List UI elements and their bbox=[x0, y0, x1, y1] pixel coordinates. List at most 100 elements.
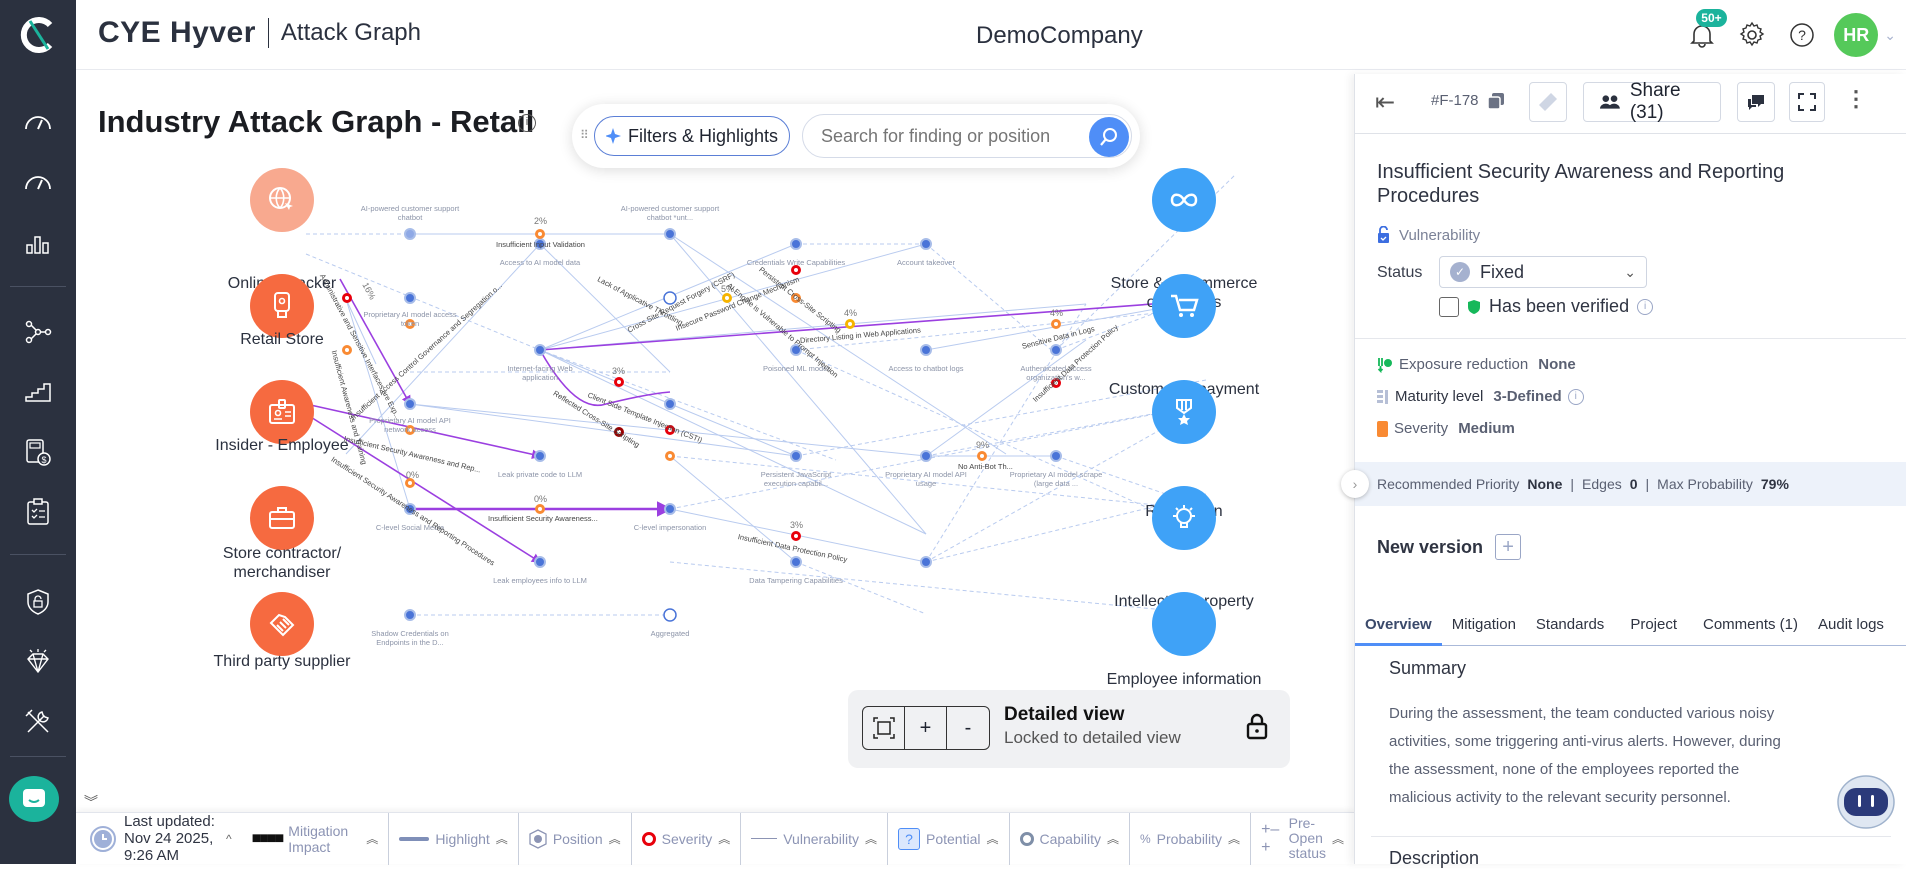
close-panel-button[interactable]: ⇤ bbox=[1375, 88, 1395, 117]
sidebar-item-cost[interactable]: $ bbox=[18, 434, 58, 470]
cye-logo[interactable] bbox=[0, 0, 76, 70]
chevron-up-icon[interactable]: ^ bbox=[226, 831, 232, 846]
user-menu-chevron-icon[interactable]: ⌄ bbox=[1884, 26, 1896, 43]
drag-handle-icon[interactable]: ⠿ bbox=[580, 128, 589, 142]
comments-button[interactable] bbox=[1737, 82, 1775, 122]
legend-probability[interactable]: % Probability ︽ bbox=[1130, 812, 1252, 865]
position-label[interactable]: Access to AI model data bbox=[499, 258, 581, 267]
lock-view-button[interactable] bbox=[1246, 712, 1268, 745]
legend-pre-open-status[interactable]: +–+ Pre-Open status ︽ bbox=[1251, 813, 1354, 865]
position-label[interactable]: Credentials Write Capabilities bbox=[746, 258, 846, 267]
settings-button[interactable] bbox=[1732, 15, 1772, 55]
position-label[interactable]: Leak private code to LLM bbox=[497, 470, 583, 479]
edge-label[interactable]: Insufficient Security Awareness... bbox=[488, 514, 598, 523]
add-version-button[interactable]: + bbox=[1495, 534, 1522, 560]
fit-to-screen-button[interactable] bbox=[863, 707, 905, 749]
filters-highlights-button[interactable]: Filters & Highlights bbox=[594, 116, 790, 156]
more-options-icon[interactable]: ⋮ bbox=[1845, 86, 1867, 111]
target-reputation[interactable] bbox=[1152, 380, 1216, 444]
sidebar-item-tools[interactable] bbox=[18, 704, 58, 740]
share-button[interactable]: Share (31) bbox=[1583, 80, 1721, 123]
position-label[interactable]: C-level impersonation bbox=[633, 523, 707, 532]
edges-label: Edges bbox=[1582, 476, 1622, 492]
source-third-party-supplier[interactable] bbox=[250, 592, 314, 656]
sidebar-item-dashboard[interactable] bbox=[18, 104, 58, 140]
legend-label: Probability bbox=[1156, 830, 1223, 847]
zoom-in-button[interactable]: + bbox=[905, 707, 947, 749]
position-label[interactable]: Internet-facing Web application bbox=[507, 364, 573, 382]
tab-audit-logs[interactable]: Audit logs bbox=[1818, 616, 1884, 633]
target-customer-payment[interactable] bbox=[1152, 274, 1216, 338]
legend-potential[interactable]: ? Potential ︽ bbox=[888, 812, 1010, 865]
info-icon[interactable]: i bbox=[1567, 388, 1584, 405]
source-store-contractor[interactable] bbox=[250, 486, 314, 550]
tab-mitigation[interactable]: Mitigation bbox=[1451, 616, 1516, 633]
sidebar-item-maturity[interactable] bbox=[18, 374, 58, 410]
sidebar-item-dashboard-2[interactable] bbox=[18, 164, 58, 200]
position-label[interactable]: Persistent JavaScript execution capabil.… bbox=[760, 470, 832, 488]
position-label[interactable]: Authenticated access organization's w... bbox=[1020, 364, 1092, 382]
target-employee-information[interactable] bbox=[1152, 592, 1216, 656]
position-label[interactable]: AI-powered customer support chatbot bbox=[360, 204, 460, 222]
position-label[interactable]: AI-powered customer support chatbot *unt… bbox=[620, 204, 720, 222]
position-label[interactable]: Aggregated bbox=[650, 629, 690, 638]
legend-capability[interactable]: Capability ︽ bbox=[1010, 812, 1130, 865]
verified-checkbox[interactable] bbox=[1439, 296, 1459, 317]
position-label[interactable]: Poisoned ML model bbox=[762, 364, 829, 373]
sidebar-item-reports[interactable] bbox=[18, 226, 58, 262]
edge-label[interactable]: No Anti-Bot Th... bbox=[958, 462, 1013, 471]
tab-overview[interactable]: Overview bbox=[1355, 604, 1442, 646]
sidebar-item-attack-graph[interactable] bbox=[18, 314, 58, 350]
sidebar-item-crown-jewels[interactable] bbox=[18, 644, 58, 680]
source-retail-store[interactable] bbox=[250, 274, 314, 338]
position-label[interactable]: Access to chatbot logs bbox=[888, 364, 964, 373]
position-label[interactable]: Shadow Credentials on Endpoints in the D… bbox=[371, 629, 449, 647]
position-label[interactable]: Proprietary AI model API usage bbox=[885, 470, 967, 488]
target-store-ecommerce[interactable] bbox=[1152, 168, 1216, 232]
chat-button[interactable] bbox=[9, 776, 59, 822]
position-label[interactable]: C-level Social Media bbox=[375, 523, 445, 532]
position-label[interactable]: Account takeover bbox=[897, 258, 955, 267]
ai-assistant-button[interactable] bbox=[1830, 774, 1896, 830]
fullscreen-button[interactable] bbox=[1789, 82, 1825, 122]
summary-title: Summary bbox=[1389, 658, 1467, 678]
legend-position[interactable]: Position ︽ bbox=[519, 812, 632, 865]
position-label[interactable]: Proprietary AI model access token bbox=[363, 310, 457, 328]
info-icon[interactable]: i bbox=[518, 114, 536, 132]
notifications-button[interactable]: 50+ bbox=[1682, 9, 1727, 55]
status-dropdown[interactable]: ✓ Fixed ⌄ bbox=[1439, 256, 1647, 288]
position-label[interactable]: Data Tampering Capabilities bbox=[749, 576, 843, 585]
copy-id-button[interactable] bbox=[1487, 92, 1505, 115]
position-label[interactable]: Proprietary AI model scrape (large data … bbox=[1009, 470, 1103, 488]
sidebar-item-tasks[interactable] bbox=[18, 494, 58, 530]
tab-standards[interactable]: Standards bbox=[1535, 616, 1605, 633]
position-label[interactable]: Proprietary AI model API network access bbox=[369, 416, 451, 434]
attack-graph-canvas[interactable]: AI-powered customer support chatbot AI-p… bbox=[76, 74, 1354, 814]
legend-severity[interactable]: Severity ︽ bbox=[632, 812, 742, 865]
source-insider-employee[interactable] bbox=[250, 380, 314, 444]
legend-mitigation-impact[interactable]: ■■■■ Mitigation Impact ︽ bbox=[242, 812, 390, 865]
source-online-attacker[interactable] bbox=[250, 168, 314, 232]
position-label[interactable]: Leak employees info to LLM bbox=[493, 576, 587, 585]
expand-panel-button[interactable]: › bbox=[1341, 470, 1369, 498]
search-input[interactable] bbox=[821, 115, 1061, 157]
help-button[interactable]: ? bbox=[1782, 15, 1822, 55]
collapse-legend-button[interactable]: ︾ bbox=[76, 790, 106, 814]
severity-label: Severity bbox=[1394, 420, 1449, 437]
edge-label[interactable]: Insufficient Input Validation bbox=[496, 240, 585, 249]
sidebar-item-security[interactable] bbox=[18, 584, 58, 620]
search-button[interactable] bbox=[1089, 117, 1129, 157]
legend-highlight[interactable]: Highlight ︽ bbox=[389, 812, 519, 865]
info-icon[interactable]: i bbox=[1637, 298, 1654, 315]
max-probability-label: Max Probability bbox=[1657, 476, 1753, 492]
legend-bar: Last updated: Nov 24 2025, 9:26 AM ^ ■■■… bbox=[76, 812, 1354, 865]
svg-text:$: $ bbox=[41, 455, 46, 465]
tab-project[interactable]: Project bbox=[1630, 616, 1677, 633]
chevron-up-double-icon: ︽ bbox=[864, 832, 877, 846]
ticket-button[interactable] bbox=[1529, 82, 1567, 122]
zoom-out-button[interactable]: - bbox=[964, 716, 972, 739]
target-intellectual-property[interactable] bbox=[1152, 486, 1216, 550]
user-avatar[interactable]: HR bbox=[1834, 13, 1879, 57]
legend-vulnerability[interactable]: Vulnerability ︽ bbox=[741, 812, 888, 865]
tab-comments[interactable]: Comments (1) bbox=[1703, 616, 1799, 633]
